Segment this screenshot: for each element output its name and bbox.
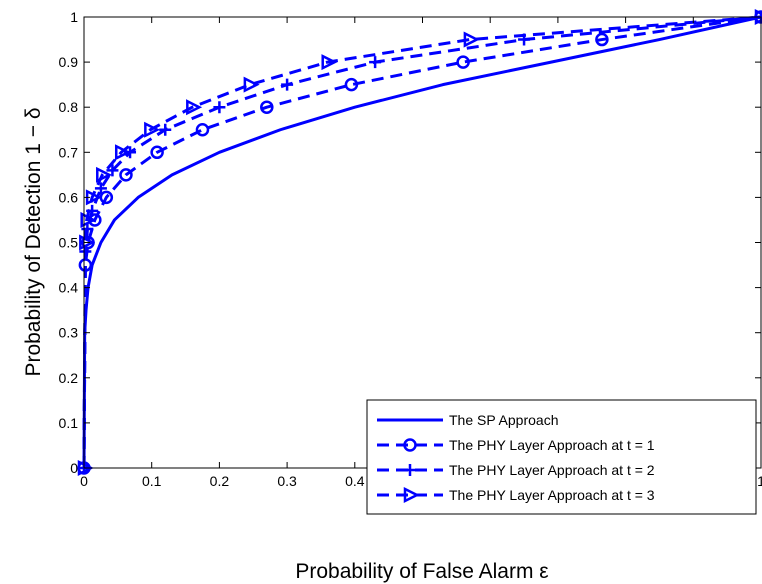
circle-marker [150,145,164,160]
y-tick-label: 1 [70,9,78,25]
circle-marker [119,168,133,182]
x-tick-label: 0.2 [210,473,230,489]
series-1 [82,15,762,469]
legend-label: The PHY Layer Approach at t = 2 [449,462,655,478]
plus-marker [159,123,172,136]
plus-marker [213,101,226,114]
x-axis-title: Probability of False Alarm ε [295,560,548,583]
triangle-marker [463,31,480,48]
legend-entry: The PHY Layer Approach at t = 3 [377,486,655,504]
plus-marker [106,164,119,177]
triangle-marker [80,211,97,228]
legend-entry: The PHY Layer Approach at t = 1 [377,437,655,453]
series-line [82,15,762,469]
circle-marker [195,123,210,137]
circle-marker [456,55,470,69]
triangle-marker [96,166,113,183]
series-line [82,15,762,469]
x-tick-label: 1 [757,473,762,489]
y-tick-label: 0 [70,460,78,476]
circle-marker [595,32,609,47]
x-tick-label: 0.4 [345,473,365,489]
plus-marker [369,56,382,69]
y-tick-label: 0.2 [59,370,79,386]
y-tick-label: 0.1 [59,415,79,431]
triangle-marker [79,234,96,251]
triangle-marker [77,459,94,477]
y-tick-label: 0.5 [59,235,79,251]
y-tick-label: 0.9 [59,54,79,70]
circle-marker [403,438,417,452]
triangle-marker [243,76,260,93]
y-tick-label: 0.6 [59,189,79,205]
x-tick-label: 0.3 [277,473,297,489]
circle-marker [260,100,274,114]
triangle-marker [144,121,161,138]
series-line [82,15,762,469]
y-tick-label: 0.7 [59,144,79,160]
plus-marker [94,182,107,195]
x-tick-label: 0 [80,473,88,489]
plus-marker [404,464,416,476]
triangle-marker [403,486,420,504]
y-tick-label: 0.8 [59,99,79,115]
legend: The SP Approach The PHY Layer Approach at… [366,399,757,515]
x-tick-label: 0.1 [142,473,162,489]
legend-label: The PHY Layer Approach at t = 1 [449,437,655,453]
plot-area [84,17,761,468]
triangle-marker [114,144,132,161]
legend-entry: The SP Approach [377,412,558,428]
legend-entry: The PHY Layer Approach at t = 2 [377,462,655,478]
y-tick-label: 0.4 [59,280,79,296]
triangle-marker [321,54,338,71]
legend-label: The PHY Layer Approach at t = 3 [449,487,655,503]
plus-marker [281,78,294,91]
circle-marker [344,77,359,92]
y-tick-label: 0.3 [59,325,79,341]
y-axis: 0 0.1 0.2 0.3 0.4 0.5 0.6 0.7 0.8 0.9 1 [59,9,761,476]
legend-label: The SP Approach [449,412,558,428]
triangle-marker [186,99,203,116]
y-axis-title: Probability of Detection 1 − δ [22,107,45,376]
